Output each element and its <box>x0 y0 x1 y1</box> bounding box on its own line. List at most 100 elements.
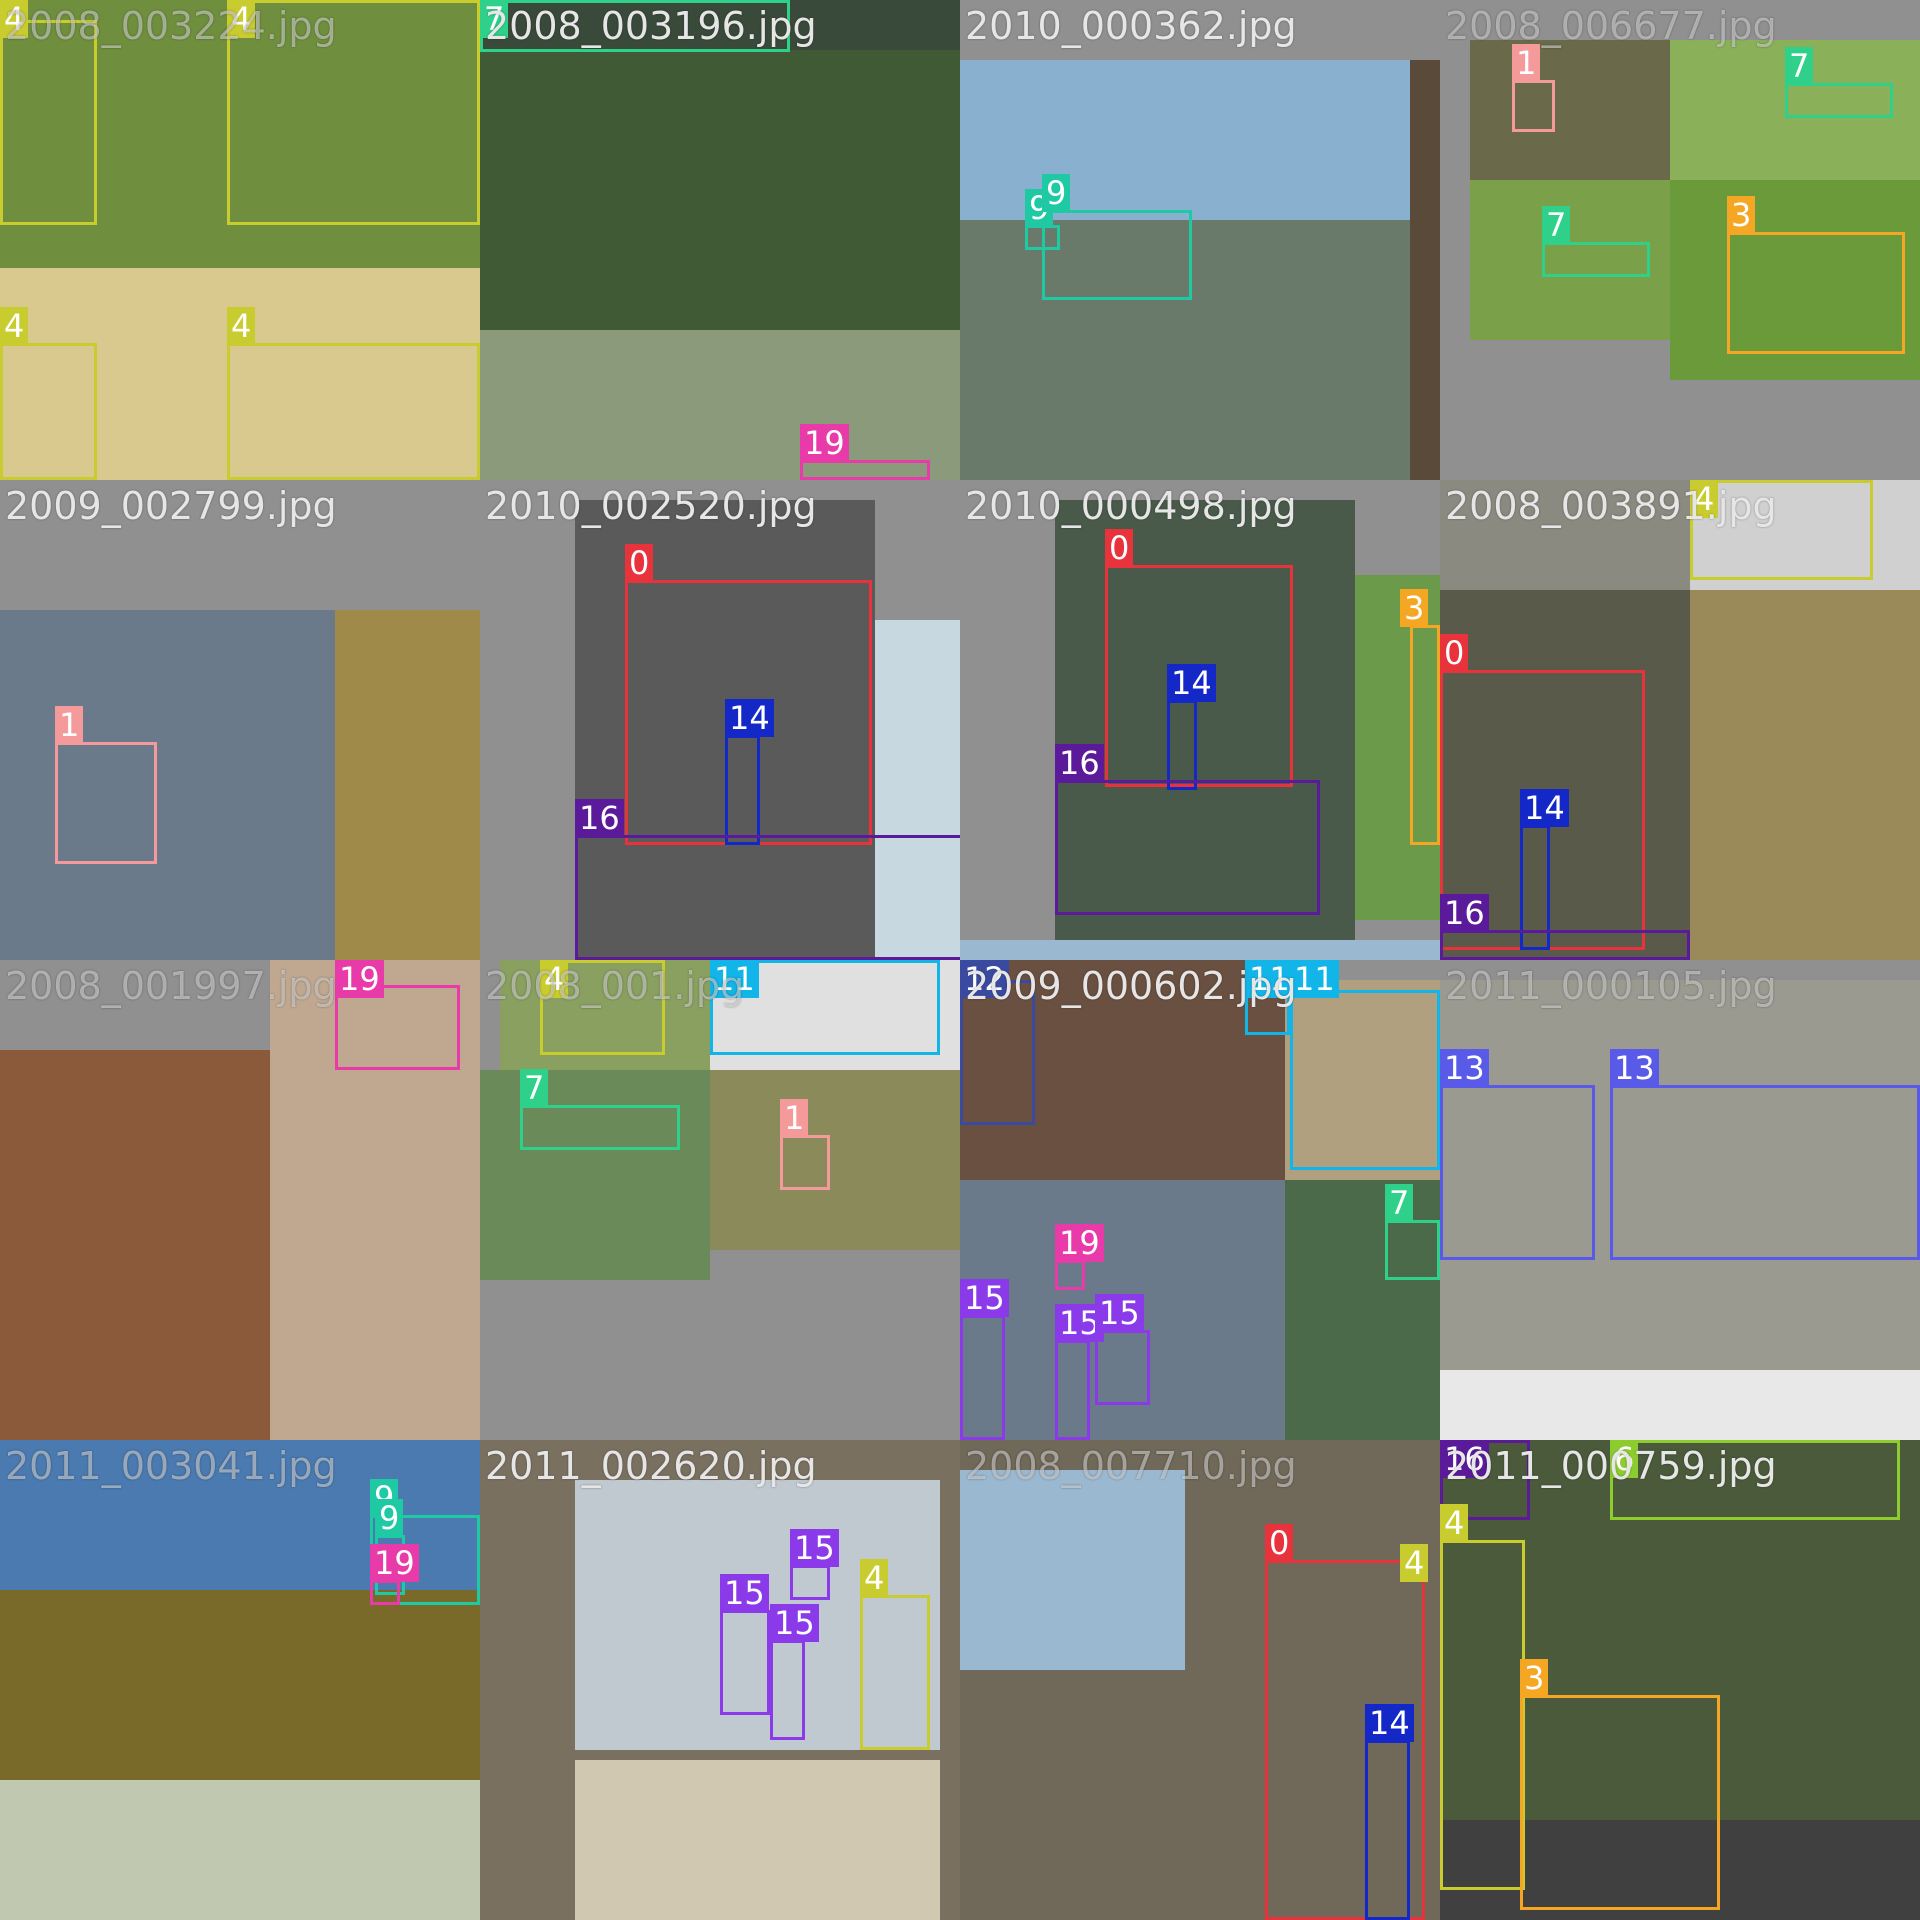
class-label-tag: 15 <box>960 1279 1009 1317</box>
photo-patch <box>575 1760 940 1920</box>
photo-patch <box>335 610 480 960</box>
class-label-tag: 4 <box>1440 1504 1469 1542</box>
photo-patch <box>480 50 960 330</box>
tile-filename: 2010_000498.jpg <box>965 484 1297 528</box>
class-label-tag: 6 <box>1610 1440 1639 1478</box>
photo-patch <box>0 1050 270 1440</box>
tile-filename: 2008_001997.jpg <box>5 964 337 1008</box>
tile-filename: 2008_001.jpg <box>485 964 745 1008</box>
tile-filename: 2009_000602.jpg <box>965 964 1297 1008</box>
photo-patch <box>1440 480 1690 590</box>
bounding-box <box>1265 1560 1425 1920</box>
mosaic-tile: 2011_000105.jpg 13 13 <box>1440 960 1920 1440</box>
bounding-box <box>1610 1440 1900 1520</box>
class-label-tag: 4 <box>0 307 29 345</box>
mosaic-tile: 2011_000759.jpg 16 6 4 3 <box>1440 1440 1920 1920</box>
class-label-tag: 7 <box>520 1069 549 1107</box>
photo-patch <box>575 1480 940 1750</box>
mosaic-tile: 2011_002620.jpg 15 15 15 4 <box>480 1440 960 1920</box>
photo-patch <box>960 960 1285 1180</box>
bounding-box <box>0 343 97 480</box>
bounding-box <box>790 1565 830 1600</box>
bounding-box <box>860 1595 930 1750</box>
class-label-tag: 4 <box>227 0 256 38</box>
class-label-tag: 14 <box>1520 789 1569 827</box>
photo-patch <box>1410 60 1440 480</box>
bounding-box <box>227 0 480 225</box>
photo-patch <box>270 960 480 1440</box>
class-label-tag: 19 <box>370 1544 419 1582</box>
class-label-tag: 19 <box>1055 1224 1104 1262</box>
mosaic-tile: 2009_002799.jpg 1 <box>0 480 480 960</box>
class-label-tag: 3 <box>1400 589 1429 627</box>
bounding-box <box>960 1315 1005 1440</box>
bounding-box <box>710 960 940 1055</box>
photo-patch <box>960 1470 1185 1670</box>
bounding-box <box>1055 1340 1090 1440</box>
photo-patch <box>960 940 1440 960</box>
bounding-box <box>1512 80 1555 132</box>
photo-patch <box>480 330 960 480</box>
class-label-tag: 1 <box>1512 44 1541 82</box>
bounding-box <box>335 985 460 1070</box>
photo-patch <box>710 1070 960 1250</box>
photo-patch <box>1440 980 1920 1370</box>
bounding-box <box>370 1580 400 1605</box>
bounding-box <box>575 835 960 960</box>
bounding-box <box>1105 565 1293 787</box>
mosaic-tile: 2008_001.jpg 4 11 7 1 <box>480 960 960 1440</box>
class-label-tag: 15 <box>1095 1294 1144 1332</box>
bounding-box <box>1440 930 1690 960</box>
mosaic-tile: 2008_001997.jpg 19 <box>0 960 480 1440</box>
tile-filename: 2009_002799.jpg <box>5 484 337 528</box>
mosaic-tile: 2008_003224.jpg 4 4 4 4 <box>0 0 480 480</box>
bounding-box <box>1520 1695 1720 1910</box>
mosaic-tile: 2008_006677.jpg 1 7 7 3 <box>1440 0 1920 480</box>
class-label-tag: 0 <box>1265 1524 1294 1562</box>
tile-filename: 2011_000759.jpg <box>1445 1444 1777 1488</box>
mosaic-tile: 2010_000362.jpg 9 9 <box>960 0 1440 480</box>
mosaic-tile: 2008_003196.jpg 7 19 <box>480 0 960 480</box>
class-label-tag: 11 <box>1245 960 1294 998</box>
photo-patch <box>1670 180 1920 380</box>
bounding-box <box>1410 625 1440 845</box>
bounding-box <box>1365 1740 1410 1920</box>
photo-patch <box>0 610 335 960</box>
class-label-tag: 9 <box>1042 174 1071 212</box>
mosaic-tile: 2010_002520.jpg 0 14 16 <box>480 480 960 960</box>
mosaic-tile: 2008_003891.jpg 4 0 14 16 <box>1440 480 1920 960</box>
tile-filename: 2008_003224.jpg <box>5 4 337 48</box>
mosaic-tile: 2009_000602.jpg 12 11 11 7 19 15 15 15 <box>960 960 1440 1440</box>
bounding-box <box>55 742 157 864</box>
class-label-tag: 7 <box>1385 1184 1414 1222</box>
photo-patch <box>1285 1180 1440 1440</box>
class-label-tag: 3 <box>1520 1659 1549 1697</box>
tile-filename: 2008_003196.jpg <box>485 4 817 48</box>
class-label-tag: 4 <box>0 0 29 38</box>
mosaic-tile: 2010_000498.jpg 0 14 16 3 <box>960 480 1440 960</box>
class-label-tag: 0 <box>1105 529 1134 567</box>
class-label-tag: 9 <box>375 1499 404 1537</box>
class-label-tag: 16 <box>1440 1440 1489 1478</box>
tile-filename: 2008_007710.jpg <box>965 1444 1297 1488</box>
class-label-tag: 15 <box>790 1529 839 1567</box>
photo-patch <box>875 620 960 960</box>
bounding-box <box>720 1610 770 1715</box>
photo-patch <box>0 1590 480 1780</box>
bounding-box <box>227 343 480 480</box>
tile-filename: 2011_000105.jpg <box>1445 964 1777 1008</box>
bounding-box <box>1727 232 1905 354</box>
photo-patch <box>0 1780 480 1920</box>
bounding-box <box>520 1105 680 1150</box>
class-label-tag: 16 <box>1055 744 1104 782</box>
photo-patch <box>480 1070 710 1280</box>
class-label-tag: 14 <box>1167 664 1216 702</box>
class-label-tag: 7 <box>1785 47 1814 85</box>
tile-filename: 2010_000362.jpg <box>965 4 1297 48</box>
class-label-tag: 13 <box>1440 1049 1489 1087</box>
bounding-box <box>780 1135 830 1190</box>
class-label-tag: 4 <box>860 1559 889 1597</box>
bounding-box <box>1385 1220 1440 1280</box>
photo-patch <box>1690 480 1920 590</box>
